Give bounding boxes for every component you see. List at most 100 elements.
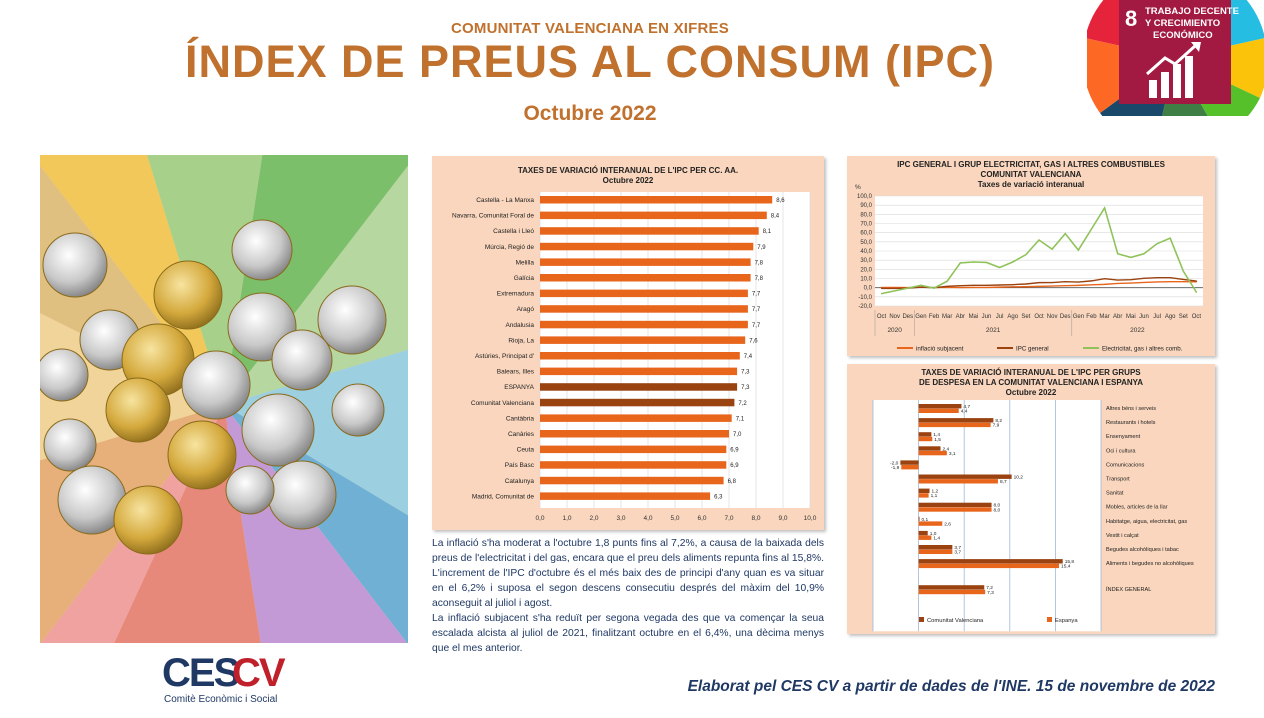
line-point <box>1051 248 1053 250</box>
line-point <box>1169 237 1171 239</box>
ccaa-bar <box>540 336 746 344</box>
groups-bar <box>918 474 1012 479</box>
ccaa-x-tick: 1,0 <box>562 515 571 522</box>
ccaa-category-label: Aragó <box>517 306 535 313</box>
line-point <box>894 287 896 289</box>
groups-legend-label: Comunitat Valenciana <box>927 618 984 624</box>
groups-bar <box>918 516 920 522</box>
groups-legend-swatch <box>1047 617 1052 622</box>
line-point <box>880 287 883 289</box>
groups-bar <box>918 450 947 456</box>
ccaa-bar <box>540 258 751 266</box>
groups-value-label: 1,2 <box>932 489 939 495</box>
ccaa-value-label: 7,9 <box>757 245 766 251</box>
ccaa-x-tick: 5,0 <box>670 515 679 522</box>
logo-tagline: Comitè Econòmic i Social <box>164 694 277 705</box>
line-y-tick: 0,0 <box>864 286 873 292</box>
line-chart-title: IPC GENERAL I GRUP ELECTRICITAT, GAS I A… <box>897 160 1165 169</box>
line-x-tick: Nov <box>889 314 900 320</box>
ccaa-value-label: 7,4 <box>744 354 753 360</box>
ccaa-bar <box>540 227 759 235</box>
ccaa-x-tick: 2,0 <box>589 515 598 522</box>
line-point <box>1012 284 1014 286</box>
line-x-tick: Oct <box>1034 314 1044 320</box>
groups-value-label: 10,2 <box>1014 475 1024 481</box>
line-x-tick: Abr <box>1113 314 1122 320</box>
line-x-tick: Gen <box>915 314 926 320</box>
groups-value-label: 2,4 <box>942 446 949 452</box>
ccaa-chart-subtitle: Octubre 2022 <box>602 176 654 185</box>
line-point <box>1117 279 1119 281</box>
groups-category-label: ÍNDEX GENERAL <box>1106 586 1151 593</box>
line-point <box>880 286 883 288</box>
ccaa-x-tick: 4,0 <box>643 515 652 522</box>
groups-bar <box>918 502 992 508</box>
line-year-label: 2022 <box>1130 327 1145 334</box>
groups-legend-label: Espanya <box>1055 618 1078 624</box>
line-point <box>1156 277 1158 279</box>
line-y-tick: 20,0 <box>860 267 872 273</box>
line-year-label: 2020 <box>887 327 902 334</box>
groups-bar <box>918 559 1063 564</box>
line-point <box>999 286 1001 288</box>
groups-category-label: Oci i cultura <box>1106 448 1136 454</box>
ccaa-category-label: Cantàbria <box>506 415 535 422</box>
ccaa-value-label: 7,7 <box>752 292 761 298</box>
groups-category-label: Habitatge, aigua, electricitat, gas <box>1106 519 1187 525</box>
line-point <box>1012 286 1014 288</box>
ccaa-bar <box>540 367 738 376</box>
ccaa-bar <box>540 196 773 204</box>
line-x-tick: Des <box>1060 314 1071 320</box>
line-x-tick: Oct <box>1192 314 1202 320</box>
line-point <box>1182 278 1184 281</box>
ccaa-x-tick: 3,0 <box>616 515 625 522</box>
ccaa-category-label: Balears, Illes <box>497 369 535 376</box>
line-legend-label: IPC general <box>1016 346 1049 353</box>
line-y-tick: 100,0 <box>857 194 873 200</box>
ccaa-value-label: 6,8 <box>728 479 737 485</box>
groups-category-label: Restaurants i hotels <box>1106 420 1156 426</box>
line-x-tick: Jul <box>996 314 1004 320</box>
groups-category-label: Altres béns i serveis <box>1106 406 1156 412</box>
groups-value-label: 3,7 <box>954 550 961 556</box>
ccaa-category-label: Comunitat Valenciana <box>471 400 534 407</box>
ccaa-category-label: Múrcia, Regió de <box>485 244 535 251</box>
line-y-tick: 50,0 <box>860 240 872 246</box>
groups-bar <box>918 479 998 484</box>
line-point <box>985 284 988 286</box>
line-point <box>1064 285 1066 287</box>
ccaa-bar <box>540 398 735 407</box>
line-point <box>985 286 988 289</box>
groups-bar <box>918 488 930 493</box>
groups-bar <box>918 545 953 550</box>
line-ylabel: % <box>855 184 861 191</box>
line-point <box>946 280 948 282</box>
groups-value-label: 0,1 <box>922 517 929 523</box>
ccaa-category-label: Navarra, Comunitat Foral de <box>452 213 534 220</box>
ccaa-value-label: 7,6 <box>749 338 758 344</box>
ccaa-category-label: Castella - La Manxa <box>476 197 534 204</box>
line-point <box>1025 254 1027 256</box>
groups-value-label: 15,4 <box>1061 564 1071 570</box>
line-point <box>1077 281 1079 283</box>
line-x-tick: Feb <box>929 314 940 320</box>
ccaa-bar <box>540 492 711 500</box>
ccaa-bar <box>540 320 748 329</box>
line-y-tick: 30,0 <box>860 258 872 264</box>
line-point <box>1090 284 1093 286</box>
ccaa-category-label: Ceuta <box>517 447 535 454</box>
line-y-tick: 10,0 <box>860 277 872 283</box>
ccaa-category-label: ESPANYA <box>504 384 534 391</box>
logo-ces-text: CES <box>162 651 240 695</box>
sdg-badge: 8 TRABAJO DECENTE Y CRECIMIENTO ECONÓMIC… <box>1082 0 1264 151</box>
groups-bar <box>918 549 953 554</box>
ccaa-value-label: 7,7 <box>752 307 761 313</box>
groups-value-label: 8,7 <box>1000 479 1007 485</box>
groups-chart-panel: TAXES DE VARIACIÓ INTERANUAL DE L'IPC PE… <box>847 364 1215 634</box>
ccaa-category-label: Galícia <box>514 275 535 282</box>
groups-value-label: 7,9 <box>993 423 1000 429</box>
line-point <box>933 287 935 289</box>
cescv-logo: CES CV Comitè Econòmic i Social <box>160 648 290 706</box>
ccaa-bar <box>540 461 727 469</box>
groups-value-label: 4,4 <box>961 409 968 415</box>
